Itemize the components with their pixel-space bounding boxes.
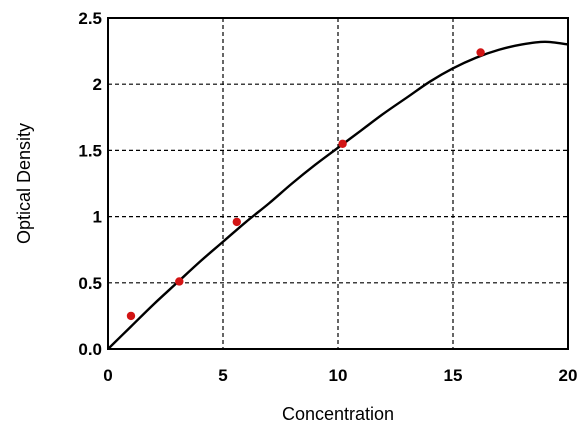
data-point (175, 277, 184, 286)
fitted-curve-layer (107, 40, 569, 350)
data-point (338, 139, 347, 148)
data-points (126, 48, 485, 321)
x-axis-ticks: 0 5 10 15 20 (103, 366, 577, 385)
data-point (126, 311, 136, 321)
y-tick-label: 2.5 (78, 9, 102, 28)
fitted-curve (107, 40, 569, 350)
data-point (476, 48, 485, 57)
y-tick-label: 1.5 (78, 141, 102, 160)
y-tick-label: 0.0 (78, 340, 102, 359)
x-tick-label: 15 (444, 366, 463, 385)
y-tick-label: 1 (93, 208, 102, 227)
x-axis-title: Concentration (282, 404, 394, 424)
y-axis-ticks: 0.0 0.5 1 1.5 2 2.5 (78, 9, 102, 359)
plot-frame (107, 17, 569, 350)
y-tick-label: 2 (93, 75, 102, 94)
x-tick-label: 10 (329, 366, 348, 385)
x-tick-label: 0 (103, 366, 112, 385)
x-tick-label: 5 (218, 366, 227, 385)
data-point (232, 217, 241, 227)
x-tick-label: 20 (559, 366, 578, 385)
y-axis-title: Optical Density (14, 123, 34, 244)
y-tick-label: 0.5 (78, 274, 102, 293)
grid-lines (108, 18, 568, 349)
